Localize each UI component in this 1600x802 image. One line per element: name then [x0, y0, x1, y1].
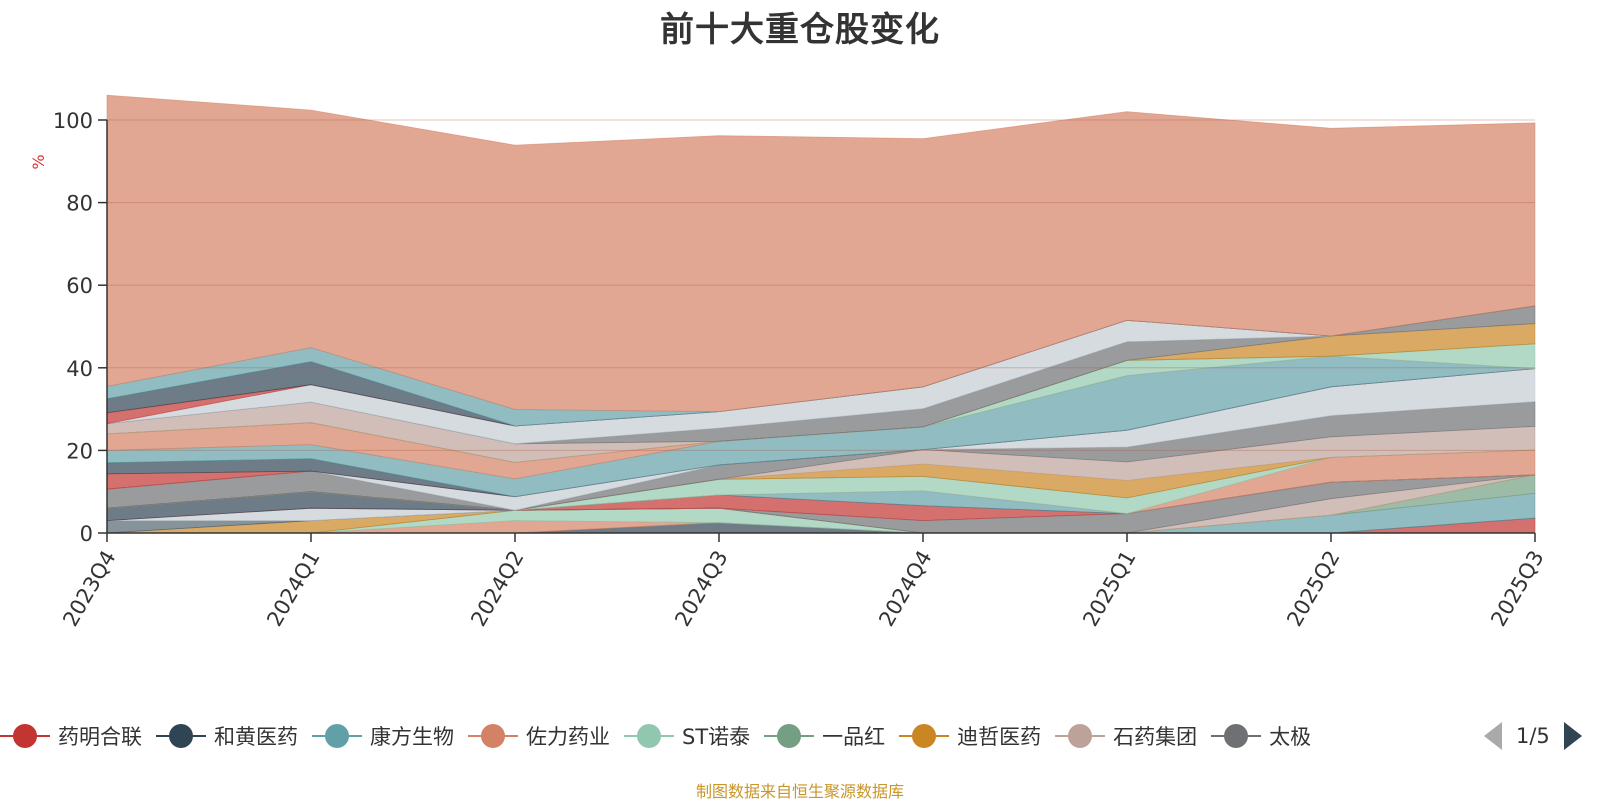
legend-item[interactable]: 康方生物 — [312, 721, 454, 751]
legend-page-indicator: 1/5 — [1516, 724, 1550, 748]
x-tick-label: 2024Q1 — [262, 546, 324, 630]
x-tick-label: 2023Q4 — [58, 546, 120, 630]
y-tick-label: 20 — [66, 439, 93, 463]
y-tick-label: 100 — [53, 109, 93, 133]
legend-label: 石药集团 — [1113, 725, 1198, 749]
x-tick-label: 2025Q1 — [1078, 546, 1140, 630]
legend-marker-icon — [764, 723, 815, 749]
legend-item[interactable]: 太极 — [1211, 721, 1311, 751]
stacked-areas — [106, 94, 1536, 534]
legend-label: ST诺泰 — [682, 725, 751, 749]
legend-marker-icon — [1055, 723, 1106, 749]
legend-label: 迪哲医药 — [957, 725, 1042, 749]
y-tick-label: 0 — [80, 522, 93, 546]
legend-marker-icon — [312, 723, 362, 749]
y-tick-label: 80 — [66, 192, 93, 216]
legend-label: 一品红 — [822, 725, 886, 749]
legend-item[interactable]: 一品红 — [764, 721, 885, 751]
legend-next-page-icon[interactable] — [1563, 722, 1582, 750]
legend-item[interactable]: 迪哲医药 — [899, 721, 1041, 751]
legend: 药明合联 和黄医药 康方生物 佐力药业 ST诺泰 一品红 迪哲医药 石药集团 太极 — [0, 718, 1600, 754]
y-tick-label: 60 — [66, 274, 93, 298]
legend-marker-icon — [1211, 723, 1262, 749]
y-tick-labels: 0 20 40 60 80 100 — [53, 109, 93, 546]
x-tick-label: 2025Q3 — [1486, 546, 1548, 630]
legend-item[interactable]: 石药集团 — [1055, 721, 1197, 751]
area-series-36[interactable] — [106, 94, 1536, 413]
legend-item[interactable]: 佐力药业 — [468, 721, 610, 751]
grid-lines — [107, 119, 1535, 451]
chart-title: 前十大重仓股变化 — [660, 10, 940, 50]
legend-label: 药明合联 — [58, 725, 142, 749]
legend-marker-icon — [156, 723, 206, 749]
y-axis-unit-label: % — [29, 154, 48, 169]
legend-label: 康方生物 — [370, 725, 454, 749]
axes — [98, 119, 1536, 542]
y-tick-label: 40 — [66, 357, 93, 381]
legend-label: 佐力药业 — [526, 725, 610, 749]
x-tick-labels: 2023Q4 2024Q1 2024Q2 2024Q3 2024Q4 2025Q1 2025… — [58, 546, 1548, 630]
source-footnote: 制图数据来自恒生聚源数据库 — [695, 782, 904, 801]
legend-label: 和黄医药 — [214, 725, 298, 749]
legend-item[interactable]: 和黄医药 — [156, 721, 298, 751]
legend-label: 太极 — [1269, 725, 1312, 749]
legend-item[interactable]: ST诺泰 — [624, 721, 750, 751]
legend-marker-icon — [0, 723, 50, 749]
legend-prev-page-icon[interactable] — [1484, 722, 1502, 750]
legend-item[interactable]: 药明合联 — [0, 721, 142, 751]
legend-marker-icon — [899, 723, 950, 749]
x-tick-label: 2024Q3 — [670, 546, 732, 630]
legend-pager: 1/5 — [1476, 718, 1600, 754]
x-tick-label: 2024Q4 — [874, 546, 936, 630]
x-tick-label: 2025Q2 — [1282, 546, 1344, 630]
x-tick-label: 2024Q2 — [466, 546, 528, 630]
legend-marker-icon — [624, 723, 674, 749]
legend-marker-icon — [468, 723, 518, 749]
